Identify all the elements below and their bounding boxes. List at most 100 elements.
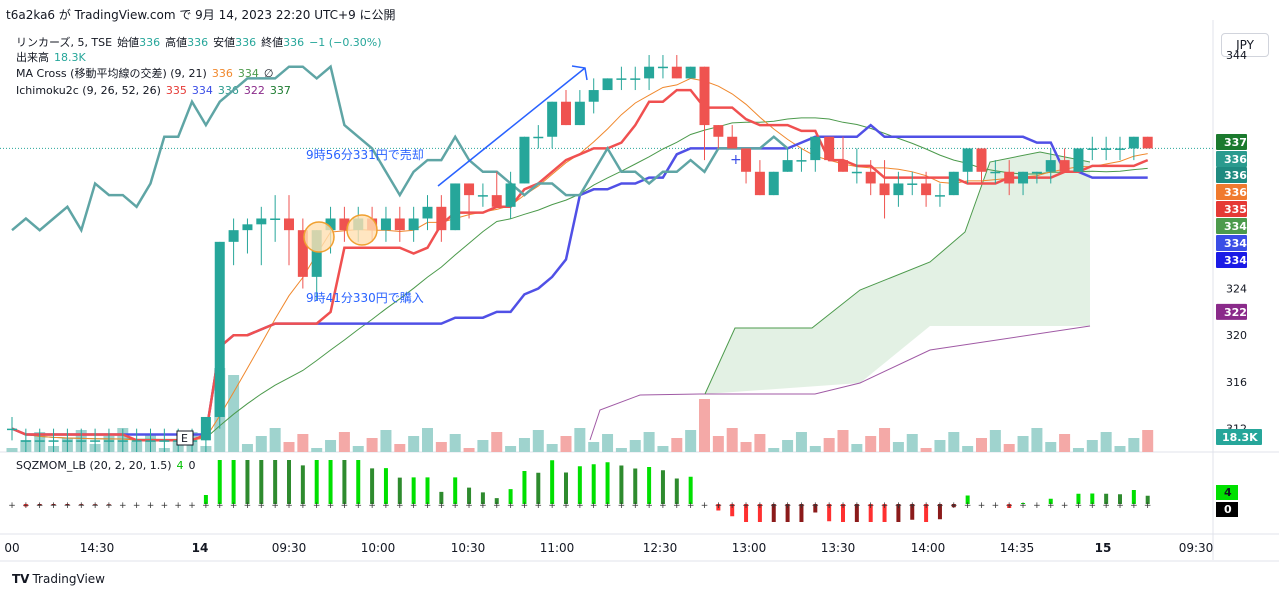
candle-body: [685, 66, 696, 79]
volume-bar: [532, 430, 544, 452]
momentum-bar: [411, 477, 416, 504]
sell-annotation: 9時56分331円で売却: [306, 147, 424, 162]
trend-arrow-line: [437, 67, 586, 187]
candle-body: [325, 218, 336, 231]
legend-sqzmom[interactable]: SQZMOM_LB (20, 2, 20, 1.5) 4 0: [16, 459, 201, 473]
momentum-bar: [951, 504, 956, 508]
volume-bar: [325, 440, 337, 452]
candle-body: [824, 136, 835, 161]
volume-bar: [560, 436, 572, 452]
squeeze-dot: +: [618, 501, 626, 511]
squeeze-dot: +: [36, 501, 44, 511]
candle-body: [145, 440, 156, 442]
candle-body: [214, 241, 225, 417]
candle-body: [48, 440, 59, 442]
momentum-bar: [397, 477, 402, 504]
squeeze-dot: +: [368, 501, 376, 511]
candle-body: [865, 171, 876, 184]
price-label-text: 336: [1224, 169, 1247, 182]
momentum-bar: [841, 504, 845, 522]
volume-bar: [6, 448, 18, 452]
squeeze-dot: +: [728, 501, 736, 511]
legend-main[interactable]: リンカーズ, 5, TSE 始値336 高値336 安値336 終値336 −1 (−0.…: [16, 36, 387, 50]
momentum-bar: [965, 495, 970, 504]
squeeze-dot: +: [853, 501, 861, 511]
squeeze-dot: +: [1102, 501, 1110, 511]
legend-sqz-v2: 0: [188, 459, 196, 472]
tradingview-logo-icon: TV: [12, 572, 30, 586]
legend-low-label: 安値: [213, 36, 236, 49]
volume-bar: [740, 442, 752, 452]
chikou-span-line: [11, 64, 789, 234]
legend-ma-cross[interactable]: MA Cross (移動平均線の交差) (9, 21) 336 334 ∅: [16, 67, 278, 81]
legend-ichi-v2: 334: [191, 84, 213, 97]
volume-label-text: 18.3K: [1222, 431, 1258, 444]
candle-body: [547, 101, 558, 137]
volume-bar: [712, 436, 724, 452]
annotation-layer: 9時56分331円で売却 9時41分330円で購入 E +: [176, 65, 742, 446]
candle-body: [727, 136, 738, 149]
volume-bar: [1003, 444, 1015, 452]
squeeze-dot: +: [8, 501, 16, 511]
price-label-box: [1216, 303, 1247, 320]
candle-body: [519, 136, 530, 184]
momentum-bar: [854, 504, 859, 522]
candle-body: [810, 136, 821, 161]
candle-body: [602, 78, 613, 91]
tradingview-brand[interactable]: TV TradingView: [12, 572, 105, 586]
candle-body: [782, 160, 793, 172]
legend-sqz-label: SQZMOM_LB (20, 2, 20, 1.5): [16, 459, 172, 472]
legend-ichimoku[interactable]: Ichimoku2c (9, 26, 52, 26) 335 334 336 322 33…: [16, 84, 296, 98]
momentum-bar: [1104, 493, 1109, 504]
time-tick-label: 12:30: [643, 541, 678, 555]
momentum-bar: [1048, 498, 1053, 504]
momentum-bar: [771, 504, 776, 522]
candle-body: [270, 218, 281, 220]
legend-ma-v2: 334: [237, 67, 259, 80]
volume-bar: [948, 432, 960, 452]
candle-body: [380, 218, 391, 231]
candle-body: [1101, 148, 1112, 150]
momentum-bar: [688, 476, 693, 504]
candle-body: [90, 440, 101, 442]
time-tick-label: 13:30: [821, 541, 856, 555]
sqz-label-box: [1216, 502, 1238, 517]
candle-body: [7, 428, 17, 431]
volume-bar: [699, 399, 710, 452]
attribution-text: t6a2ka6 が TradingView.com で 9月 14, 2023 …: [6, 8, 396, 22]
legend-close-label: 終値: [261, 36, 284, 49]
sell-marker-circle: [346, 214, 378, 246]
squeeze-dot: +: [202, 501, 210, 511]
volume-bar: [892, 442, 904, 452]
legend-ma-label: MA Cross (移動平均線の交差) (9, 21): [16, 67, 207, 80]
candle-body: [1031, 171, 1042, 174]
momentum-bar: [591, 464, 596, 504]
volume-bar: [463, 448, 475, 452]
squeeze-dot: +: [576, 501, 584, 511]
volume-bar: [1086, 440, 1098, 452]
candle-body: [907, 183, 918, 185]
candle-body: [297, 230, 308, 277]
squeeze-dot: +: [1019, 501, 1027, 511]
sqz-label-text: 0: [1224, 503, 1232, 516]
candle-body: [671, 66, 682, 79]
squeeze-dot: +: [285, 501, 293, 511]
volume-bar: [795, 432, 807, 452]
momentum-bar: [494, 498, 499, 504]
squeeze-dot: +: [327, 501, 335, 511]
momentum-bar: [730, 504, 735, 517]
volume-bar: [1031, 428, 1043, 452]
momentum-bar: [647, 467, 652, 504]
legend-high: 336: [187, 36, 209, 49]
volume-bar: [782, 440, 794, 452]
volume-bar: [283, 442, 295, 452]
currency-button[interactable]: JPY: [1221, 33, 1269, 57]
momentum-bar: [467, 487, 472, 504]
legend-ichi-label: Ichimoku2c (9, 26, 52, 26): [16, 84, 161, 97]
squeeze-dot: +: [1116, 501, 1124, 511]
time-tick-label: 09:30: [1179, 541, 1214, 555]
squeeze-dot: +: [715, 501, 723, 511]
legend-volume[interactable]: 出来高 18.3K: [16, 51, 91, 65]
squeeze-dot: +: [562, 501, 570, 511]
